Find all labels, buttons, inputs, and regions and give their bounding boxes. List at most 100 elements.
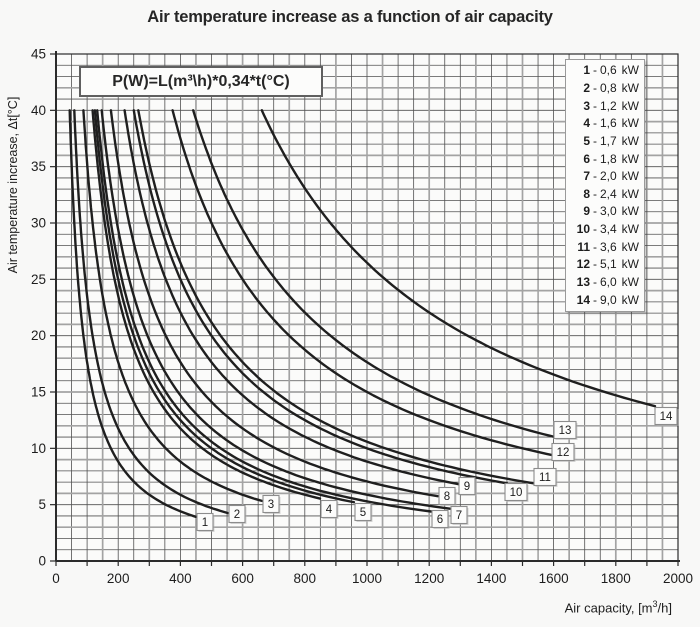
x-axis-title-post: /h] xyxy=(657,600,672,616)
ticks xyxy=(50,53,679,566)
legend-item-unit: kW xyxy=(621,133,639,148)
legend-item-number: 5 xyxy=(583,133,590,148)
y-tick-label: 20 xyxy=(31,328,46,343)
legend-item-number: 14 xyxy=(576,292,590,307)
legend-item-4: 4-1,6 kW xyxy=(566,115,644,132)
curve-label-box-10 xyxy=(504,482,528,502)
legend-item-1: 1-0,6 kW xyxy=(566,62,644,79)
y-tick-label: 25 xyxy=(31,272,46,287)
legend-item-separator: - xyxy=(593,239,597,254)
curve-label-group-12: 12 xyxy=(551,442,576,462)
y-tick-label: 35 xyxy=(31,159,46,174)
curve-label-group-7: 7 xyxy=(450,505,469,525)
x-tick-label: 200 xyxy=(107,571,130,586)
curve-label-box-2 xyxy=(228,504,246,524)
curve-7 xyxy=(100,109,452,510)
legend-item-value: 2,0 xyxy=(600,169,617,184)
legend-item-separator: - xyxy=(593,257,597,272)
legend-item-separator: - xyxy=(593,151,597,166)
curve-13 xyxy=(192,109,558,439)
legend-item-unit: kW xyxy=(621,169,639,184)
legend-item-9: 9-3,0 kW xyxy=(566,203,644,220)
legend-item-12: 12-5,1 kW xyxy=(566,256,644,273)
legend-item-number: 8 xyxy=(583,186,590,201)
chart-title: Air temperature increase as a function o… xyxy=(147,8,553,26)
y-axis-title: Air temperature increase, Δt[°C] xyxy=(6,96,20,274)
legend-item-number: 1 xyxy=(583,63,590,78)
curve-label-2: 2 xyxy=(234,509,240,521)
legend-item-unit: kW xyxy=(621,151,639,166)
legend-item-unit: kW xyxy=(621,292,639,307)
curve-label-group-9: 9 xyxy=(458,476,477,496)
curve-label-box-4 xyxy=(320,499,338,519)
curve-label-group-6: 6 xyxy=(431,509,450,529)
curve-14 xyxy=(260,109,657,408)
legend-item-unit: kW xyxy=(621,186,639,201)
y-tick-label: 0 xyxy=(38,554,46,569)
legend-item-separator: - xyxy=(593,292,597,307)
curve-label-box-8 xyxy=(438,486,456,506)
legend-item-separator: - xyxy=(593,133,597,148)
legend-item-number: 12 xyxy=(576,257,590,272)
legend-item-number: 3 xyxy=(583,98,590,113)
curve-label-14: 14 xyxy=(660,411,673,423)
legend-item-value: 3,0 xyxy=(600,204,617,219)
legend-item-separator: - xyxy=(593,63,597,78)
legend-item-separator: - xyxy=(593,186,597,201)
curve-10 xyxy=(132,109,509,485)
legend-item-number: 13 xyxy=(576,275,590,289)
curve-4 xyxy=(91,109,322,500)
curve-label-group-5: 5 xyxy=(354,502,373,522)
legend-item-value: 0,6 xyxy=(600,63,617,78)
legend-item-unit: kW xyxy=(621,63,639,78)
legend-item-unit: kW xyxy=(621,239,639,254)
x-tick-label: 400 xyxy=(169,571,192,586)
curve-6 xyxy=(96,109,433,513)
legend-item-number: 10 xyxy=(576,222,590,237)
curve-label-box-12 xyxy=(551,442,575,462)
formula-box: P(W)=L(m³\h)*0,34*t(°C) xyxy=(79,66,323,97)
curve-label-box-14 xyxy=(654,406,678,426)
legend-item-unit: kW xyxy=(621,222,639,237)
legend-item-value: 1,7 xyxy=(600,133,617,148)
curve-label-7: 7 xyxy=(456,510,462,522)
legend-item-unit: kW xyxy=(621,80,639,95)
legend-item-7: 7-2,0 kW xyxy=(566,168,644,185)
legend-item-separator: - xyxy=(593,204,597,219)
curve-label-6: 6 xyxy=(437,514,443,526)
legend-item-unit: kW xyxy=(621,275,639,289)
curve-label-box-11 xyxy=(533,467,557,487)
curve-label-box-5 xyxy=(354,502,372,522)
curve-11 xyxy=(137,109,538,485)
legend-item-separator: - xyxy=(593,80,597,95)
legend-item-value: 9,0 xyxy=(600,292,617,307)
curve-label-box-7 xyxy=(450,505,468,525)
curve-label-5: 5 xyxy=(360,507,366,519)
curve-2 xyxy=(73,109,230,515)
legend-item-unit: kW xyxy=(621,257,639,272)
curve-3 xyxy=(82,109,264,503)
curve-12 xyxy=(171,109,556,457)
curve-label-group-11: 11 xyxy=(533,467,558,487)
curve-label-box-6 xyxy=(431,509,449,529)
legend-item-separator: - xyxy=(593,222,597,237)
legend-item-8: 8-2,4 kW xyxy=(566,186,644,203)
x-tick-label: 1800 xyxy=(601,571,631,586)
curve-label-12: 12 xyxy=(557,447,570,459)
legend-item-number: 7 xyxy=(583,169,590,184)
legend-item-3: 3-1,2 kW xyxy=(566,98,644,115)
curve-label-group-2: 2 xyxy=(228,504,247,524)
legend-item-10: 10-3,4 kW xyxy=(566,221,644,238)
legend-item-14: 14-9,0 kW xyxy=(566,292,644,309)
legend-item-11: 11-3,6 kW xyxy=(566,239,644,256)
curve-label-9: 9 xyxy=(464,481,470,493)
legend-item-number: 11 xyxy=(577,239,590,254)
curve-9 xyxy=(123,109,460,486)
curve-label-group-13: 13 xyxy=(553,420,578,440)
y-tick-label: 45 xyxy=(31,47,46,62)
curve-label-4: 4 xyxy=(326,504,333,516)
curve-label-group-3: 3 xyxy=(262,494,281,514)
legend-item-number: 9 xyxy=(583,204,590,219)
curve-label-box-13 xyxy=(553,420,577,440)
